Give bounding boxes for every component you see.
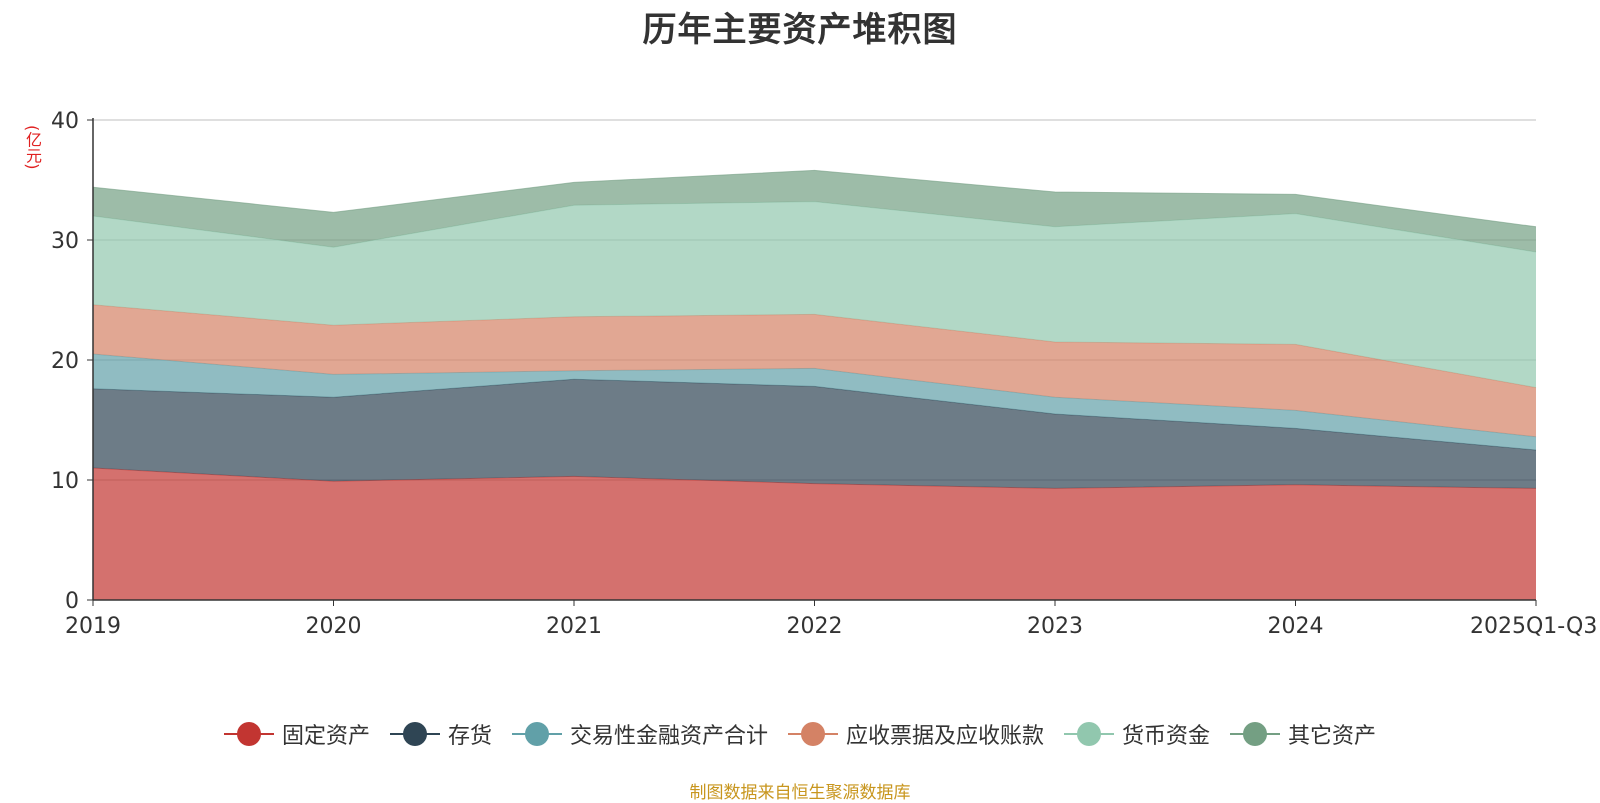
legend-label: 交易性金融资产合计 <box>569 724 768 749</box>
y-tick-label: 30 <box>51 229 79 254</box>
x-tick-label: 2023 <box>1027 614 1083 639</box>
legend-item[interactable]: 存货 <box>389 718 492 750</box>
y-tick-label: 20 <box>51 349 79 374</box>
data-source-note: 制图数据来自恒生聚源数据库 <box>689 783 911 803</box>
area-固定资产 <box>93 468 1536 600</box>
legend-marker-icon <box>1230 722 1281 746</box>
x-tick-label: 2024 <box>1268 614 1324 639</box>
area-货币资金 <box>93 201 1536 388</box>
legend-item[interactable]: 其它资产 <box>1230 718 1376 750</box>
legend-label: 存货 <box>447 724 492 749</box>
legend-item[interactable]: 应收票据及应收账款 <box>788 718 1044 750</box>
legend-item[interactable]: 固定资产 <box>223 718 370 750</box>
x-tick-label: 2025Q1-Q3 <box>1470 614 1597 639</box>
area-应收票据及应收账款 <box>93 304 1536 437</box>
legend-label: 应收票据及应收账款 <box>846 724 1045 749</box>
legend-item[interactable]: 货币资金 <box>1064 718 1210 750</box>
chart-title: 历年主要资产堆积图 <box>642 10 958 50</box>
x-tick-label: 2021 <box>546 614 602 639</box>
area-存货 <box>93 379 1536 489</box>
stacked-area-chart: 0 10 20 30 40 2019 2020 2021 2022 2023 2024 2025Q1-… <box>51 109 1597 639</box>
legend-marker-icon <box>511 722 562 746</box>
area-其它资产 <box>93 170 1536 252</box>
chart-legend: 固定资产 存货 交易性金融资产合计 应收票据及应收账款 货币资金 其它资产 <box>0 718 1600 750</box>
legend-label: 其它资产 <box>1288 724 1377 749</box>
legend-label: 货币资金 <box>1122 724 1211 749</box>
legend-marker-icon <box>1064 722 1115 746</box>
legend-label: 固定资产 <box>281 724 370 749</box>
series-line-其它资产 <box>92 169 1537 228</box>
legend-marker-icon <box>389 722 440 746</box>
y-tick-label: 10 <box>51 469 79 494</box>
x-tick-label: 2019 <box>65 614 121 639</box>
y-axis-unit-label: (亿元) <box>23 124 42 170</box>
y-tick-label: 40 <box>51 109 79 134</box>
legend-marker-icon <box>788 722 838 746</box>
x-tick-label: 2020 <box>306 614 362 639</box>
x-tick-label: 2022 <box>787 614 843 639</box>
y-tick-label: 0 <box>65 589 79 614</box>
area-交易性金融资产合计 <box>93 354 1536 450</box>
legend-marker-icon <box>223 722 274 746</box>
legend-item[interactable]: 交易性金融资产合计 <box>511 718 768 750</box>
